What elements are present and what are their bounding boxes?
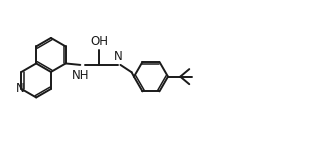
Text: OH: OH [90,35,108,48]
Text: NH: NH [72,69,89,82]
Text: N: N [114,50,123,63]
Text: N: N [16,82,25,95]
